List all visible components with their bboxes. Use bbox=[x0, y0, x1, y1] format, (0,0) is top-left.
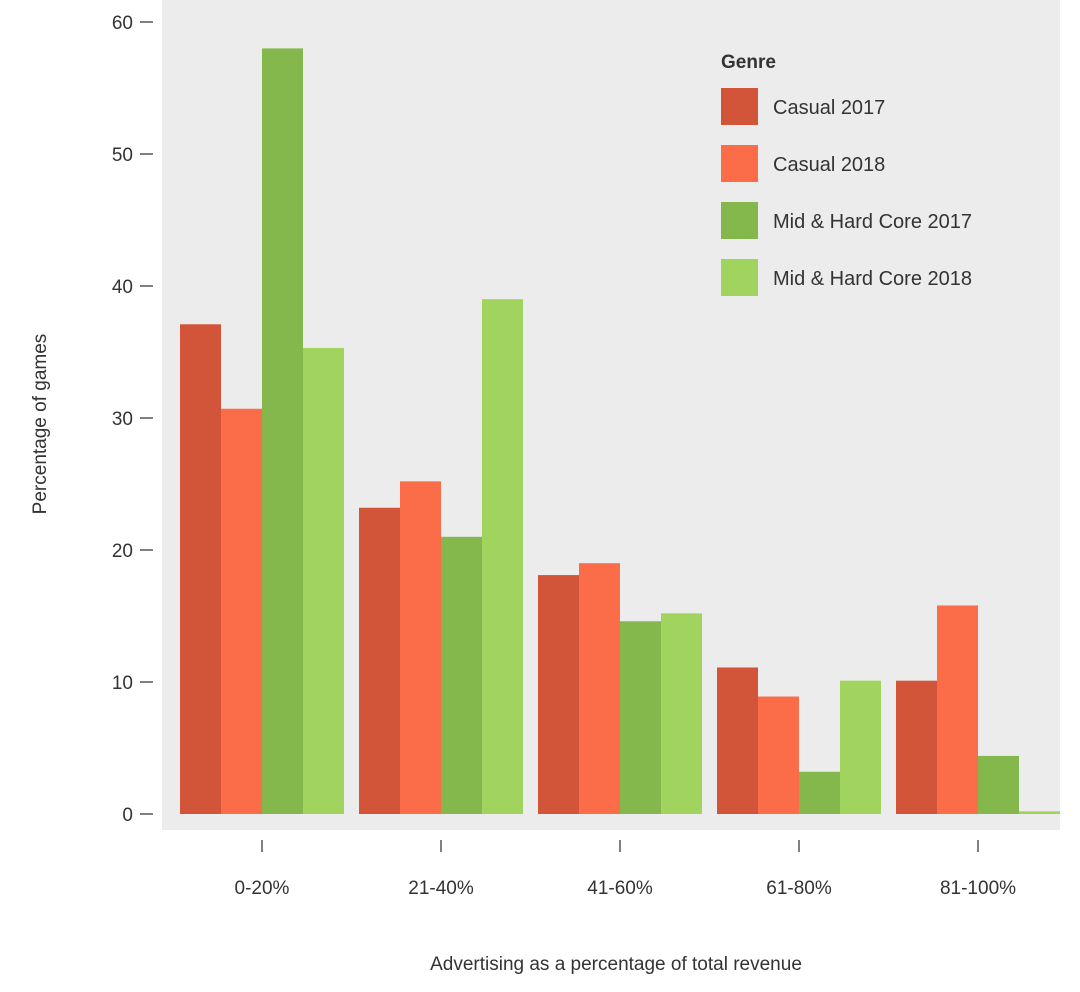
legend-swatch-0 bbox=[721, 88, 758, 125]
y-tick-label-0: 0 bbox=[122, 805, 133, 826]
bar-4-2 bbox=[978, 755, 1019, 814]
bar-4-0 bbox=[896, 680, 937, 814]
bar-3-3 bbox=[840, 680, 881, 814]
bar-2-2 bbox=[620, 621, 661, 814]
bar-0-2 bbox=[262, 48, 303, 814]
bar-4-3 bbox=[1019, 811, 1060, 814]
x-tick-label-4: 81-100% bbox=[940, 878, 1016, 899]
legend-swatch-1 bbox=[721, 145, 758, 182]
bar-2-3 bbox=[661, 613, 702, 814]
x-axis-title: Advertising as a percentage of total rev… bbox=[430, 954, 802, 975]
legend: Genre Casual 2017 Casual 2018 Mid & Hard C… bbox=[721, 52, 972, 296]
legend-label-2: Mid & Hard Core 2017 bbox=[773, 211, 972, 233]
x-tick-label-0: 0-20% bbox=[235, 878, 290, 899]
legend-swatch-3 bbox=[721, 259, 758, 296]
bar-0-1 bbox=[221, 408, 262, 814]
bar-1-1 bbox=[400, 481, 441, 814]
bar-3-1 bbox=[758, 696, 799, 814]
y-tick-label-5: 50 bbox=[112, 145, 133, 166]
bar-2-0 bbox=[538, 575, 579, 814]
bar-1-2 bbox=[441, 536, 482, 814]
y-tick-label-1: 10 bbox=[112, 673, 133, 694]
bar-3-0 bbox=[717, 667, 758, 814]
bars-layer bbox=[180, 48, 1060, 814]
y-axis: 0 10 20 30 40 50 60 bbox=[112, 13, 153, 826]
y-tick-label-2: 20 bbox=[112, 541, 133, 562]
bar-3-2 bbox=[799, 771, 840, 814]
bar-0-3 bbox=[303, 348, 344, 814]
legend-label-3: Mid & Hard Core 2018 bbox=[773, 268, 972, 290]
y-tick-label-6: 60 bbox=[112, 13, 133, 34]
bar-0-0 bbox=[180, 324, 221, 814]
bar-2-1 bbox=[579, 563, 620, 814]
legend-label-0: Casual 2017 bbox=[773, 97, 885, 119]
y-axis-title: Percentage of games bbox=[30, 334, 51, 515]
legend-swatch-2 bbox=[721, 202, 758, 239]
x-tick-label-1: 21-40% bbox=[408, 878, 474, 899]
legend-label-1: Casual 2018 bbox=[773, 154, 885, 176]
x-tick-label-3: 61-80% bbox=[766, 878, 832, 899]
bar-4-1 bbox=[937, 605, 978, 814]
x-tick-label-2: 41-60% bbox=[587, 878, 653, 899]
y-tick-label-4: 40 bbox=[112, 277, 133, 298]
x-axis: 0-20% 21-40% 41-60% 61-80% 81-100% bbox=[235, 840, 1016, 899]
legend-title: Genre bbox=[721, 52, 776, 73]
bar-1-0 bbox=[359, 507, 400, 814]
bar-1-3 bbox=[482, 299, 523, 814]
y-tick-label-3: 30 bbox=[112, 409, 133, 430]
